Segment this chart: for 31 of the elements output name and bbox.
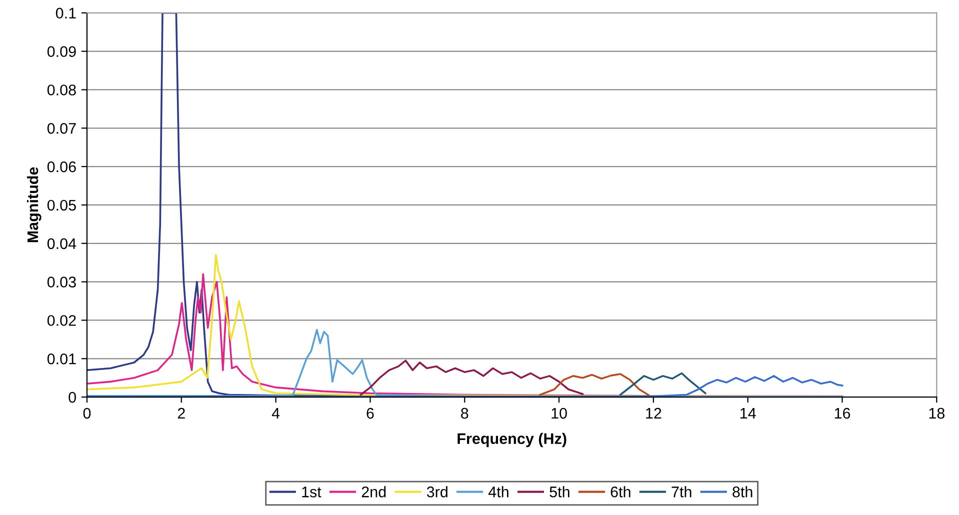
legend-label: 8th [732, 486, 752, 498]
y-tick-label: 0.08 [47, 84, 76, 96]
x-axis-title: Frequency (Hz) [458, 432, 566, 448]
y-tick-label: 0.09 [47, 46, 76, 57]
y-axis-title: Magnitude [26, 167, 42, 242]
x-tick-label: 14 [740, 408, 756, 419]
y-tick-label: 0.1 [56, 8, 76, 19]
x-tick-label: 12 [646, 408, 662, 419]
y-tick-label: 0.01 [47, 354, 76, 364]
x-tick-label: 6 [366, 408, 374, 419]
legend-label: 2nd [362, 486, 386, 498]
x-tick-label: 4 [272, 408, 280, 419]
y-tick-label: 0 [68, 392, 76, 403]
x-tick-label: 2 [178, 408, 185, 419]
legend-label: 5th [550, 486, 570, 498]
legend-label: 3rd [426, 486, 448, 498]
x-tick-label: 0 [83, 408, 91, 419]
x-tick-label: 18 [929, 408, 944, 419]
y-tick-label: 0.05 [47, 200, 76, 211]
legend-label: 7th [672, 486, 692, 498]
y-tick-label: 0.06 [47, 161, 76, 172]
legend-label: 4th [488, 486, 508, 498]
y-tick-label: 0.07 [47, 123, 76, 134]
y-tick-label: 0.02 [47, 315, 76, 326]
x-tick-label: 8 [461, 408, 468, 419]
legend-label: 1st [302, 486, 322, 498]
x-tick-label: 16 [834, 408, 850, 419]
y-tick-label: 0.03 [47, 276, 76, 288]
y-tick-label: 0.04 [47, 238, 76, 250]
legend-label: 6th [610, 486, 630, 498]
x-tick-label: 10 [552, 408, 567, 419]
